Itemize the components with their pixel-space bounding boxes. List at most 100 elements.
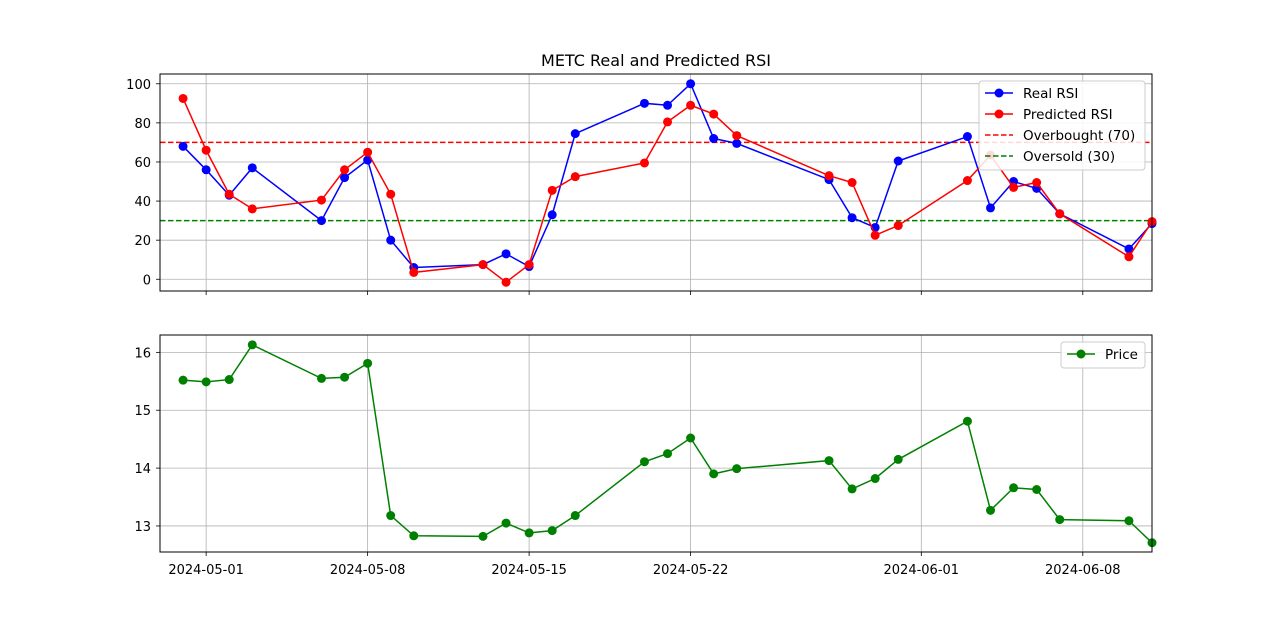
price-point: [870, 474, 880, 484]
price-point: [547, 526, 557, 536]
x-tick-label: 2024-05-22: [653, 563, 729, 578]
predicted-rsi-point: [686, 100, 696, 110]
price-point: [732, 464, 742, 474]
legend: Real RSI Predicted RSI Overbought (70) Over…: [978, 80, 1146, 171]
legend-label-predicted-rsi: Predicted RSI: [1023, 107, 1113, 123]
predicted-rsi-point: [1124, 252, 1134, 262]
price-point: [1009, 483, 1019, 493]
price-point: [686, 433, 696, 443]
real-rsi-point: [986, 203, 996, 213]
price-point: [478, 531, 488, 541]
legend-swatch-marker: [994, 88, 1004, 98]
predicted-rsi-point: [663, 117, 673, 127]
predicted-rsi-point: [570, 172, 580, 182]
real-rsi-point: [639, 98, 649, 108]
predicted-rsi-point: [247, 204, 257, 214]
price-point: [363, 358, 373, 368]
price-point: [340, 372, 350, 382]
real-rsi-point: [178, 141, 188, 151]
price-point: [962, 416, 972, 426]
price-panel: 2024-05-01 2024-05-08 2024-05-15 2024-05-22…: [134, 334, 1157, 578]
price-point: [501, 518, 511, 528]
legend-label-price: Price: [1105, 347, 1138, 363]
legend-swatch-marker: [994, 109, 1004, 119]
price-point: [524, 528, 534, 538]
y-tick-label: 13: [134, 520, 151, 535]
x-tick-label: 2024-06-01: [884, 563, 960, 578]
predicted-rsi-point: [824, 171, 834, 181]
predicted-rsi-point: [1055, 209, 1065, 219]
y-tick-label: 14: [134, 462, 151, 477]
price-point: [663, 449, 673, 459]
predicted-rsi-point: [1009, 182, 1019, 192]
legend-label-oversold-30: Oversold (30): [1023, 149, 1115, 165]
predicted-rsi-point: [732, 131, 742, 141]
real-rsi-point: [386, 235, 396, 245]
legend-box: [978, 80, 1146, 171]
price-point: [847, 484, 857, 494]
legend-label-real-rsi: Real RSI: [1023, 86, 1078, 102]
real-rsi-point: [709, 134, 719, 144]
predicted-rsi-point: [547, 185, 557, 195]
predicted-rsi-point: [709, 109, 719, 119]
predicted-rsi-point: [501, 277, 511, 287]
rsi-panel: 0 20 40 60 80 100 Real RSI Predicted RSI Overbou…: [126, 73, 1157, 295]
chart-title: METC Real and Predicted RSI: [541, 51, 771, 70]
price-point: [709, 469, 719, 479]
real-rsi-series-line: [182, 82, 1153, 269]
predicted-rsi-point: [340, 165, 350, 175]
predicted-rsi-point: [870, 230, 880, 240]
price-point: [986, 505, 996, 515]
real-rsi-point: [201, 165, 211, 175]
real-rsi-point: [663, 100, 673, 110]
price-point: [1032, 485, 1042, 494]
x-tick-label: 2024-05-08: [330, 563, 406, 578]
predicted-rsi-point: [893, 221, 903, 231]
legend-label-overbought-70: Overbought (70): [1023, 128, 1135, 144]
predicted-rsi-point: [847, 178, 857, 187]
x-tick-label: 2024-05-15: [491, 563, 567, 578]
legend-box: [1060, 341, 1146, 369]
real-rsi-point: [340, 173, 350, 183]
real-rsi-point: [570, 129, 580, 139]
price-point: [570, 511, 580, 521]
real-rsi-point: [547, 210, 557, 220]
real-rsi-point: [893, 156, 903, 166]
real-rsi-point: [316, 216, 326, 226]
price-point: [224, 375, 234, 385]
price-point: [824, 456, 834, 466]
predicted-rsi-point: [409, 267, 419, 277]
y-tick-label: 40: [134, 195, 151, 210]
real-rsi-point: [1124, 244, 1134, 254]
predicted-rsi-point: [201, 145, 211, 155]
y-tick-label: 60: [134, 156, 151, 171]
price-point: [247, 340, 257, 350]
y-tick-label: 15: [134, 404, 151, 419]
legend-swatch-marker: [1076, 349, 1086, 359]
real-rsi-point: [847, 213, 857, 223]
price-point: [178, 375, 188, 385]
y-tick-label: 16: [134, 346, 151, 361]
predicted-rsi-point: [178, 93, 188, 103]
real-rsi-point: [962, 132, 972, 142]
real-rsi-point: [686, 79, 696, 89]
predicted-rsi-point: [962, 176, 972, 186]
price-point: [201, 377, 211, 387]
y-tick-label: 20: [134, 234, 151, 249]
predicted-rsi-point: [363, 147, 373, 157]
predicted-rsi-point: [639, 158, 649, 168]
price-point: [1055, 515, 1065, 525]
price-point: [639, 457, 649, 467]
predicted-rsi-point: [524, 260, 534, 270]
predicted-rsi-point: [478, 260, 488, 270]
x-tick-label: 2024-06-08: [1045, 563, 1121, 578]
legend: Price: [1060, 341, 1146, 369]
price-point: [409, 531, 419, 541]
real-rsi-point: [247, 163, 257, 173]
axes-frame: [159, 334, 1153, 553]
price-point: [1124, 516, 1134, 526]
y-tick-label: 80: [134, 117, 151, 132]
predicted-rsi-point: [386, 189, 396, 199]
real-rsi-point: [732, 138, 742, 148]
